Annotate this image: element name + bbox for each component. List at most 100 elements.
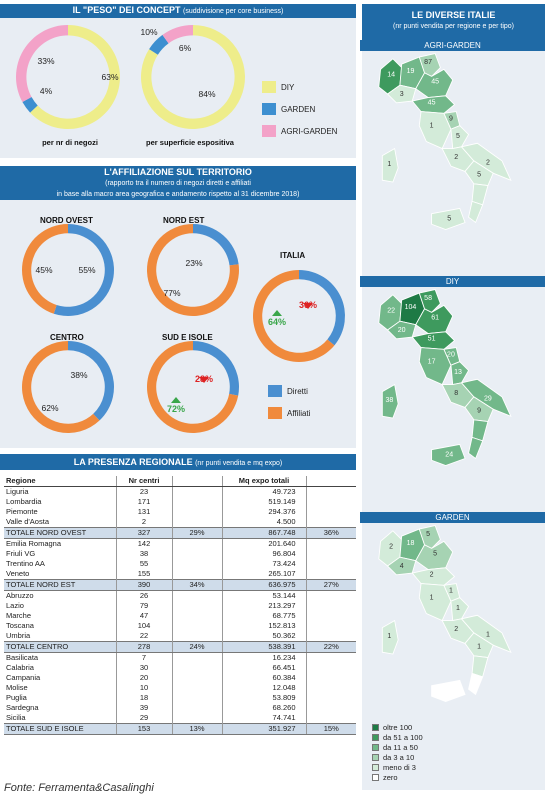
cell-centri: 142	[115, 538, 172, 549]
map-value: 4	[400, 563, 404, 570]
map-value: 8	[454, 390, 458, 397]
legend-label: Diretti	[287, 386, 308, 396]
map-value: 1	[477, 644, 481, 651]
cell-mq: 73.424	[221, 559, 306, 569]
cell-pct1	[171, 497, 222, 507]
donut-slice	[162, 25, 193, 44]
cell-centri: 22	[115, 631, 172, 642]
map-value: 20	[447, 351, 455, 358]
cell-pct1	[171, 713, 222, 724]
trend-down-icon	[199, 377, 209, 383]
donut-value-label: 77%	[163, 288, 180, 298]
legend-swatch	[262, 125, 276, 137]
map-title-garden: GARDEN	[360, 512, 545, 523]
donut-value-label: 6%	[179, 43, 192, 53]
cell-pct1	[171, 611, 222, 621]
label-nord-ovest: NORD OVEST	[40, 216, 93, 225]
donut-slice	[193, 224, 239, 266]
regional-table: Regione Nr centri Mq expo totali Liguria…	[4, 476, 356, 735]
donut-value-label: 45%	[35, 265, 52, 275]
map-value: 1	[387, 633, 391, 640]
cell-mq: 53.144	[221, 590, 306, 601]
cell-pct2	[305, 693, 356, 703]
cell-pct1	[171, 590, 222, 601]
map-title-diy: DIY	[360, 276, 545, 287]
cell-centri: 155	[115, 569, 172, 580]
table-row: Emilia Romagna 142 201.640	[4, 538, 356, 549]
map-island	[431, 443, 466, 466]
cell-pct2	[305, 569, 356, 580]
cell-centri: 390	[115, 579, 172, 591]
legend-entry: DIY	[262, 76, 337, 98]
cell-centri: 30	[115, 663, 172, 673]
map-region	[386, 556, 417, 576]
cell-pct2	[305, 507, 356, 517]
map-region	[468, 672, 484, 696]
table-total-row: TOTALE SUD E ISOLE 153 13% 351.927 15%	[4, 723, 356, 735]
cell-pct2: 15%	[305, 723, 356, 735]
donut-4: 23% 77%	[146, 224, 240, 317]
cell-regione: Umbria	[6, 631, 31, 640]
cell-regione: Sicilia	[6, 713, 26, 722]
map-value: 13	[454, 369, 462, 376]
legend-entry: GARDEN	[262, 98, 337, 120]
cell-pct2	[305, 621, 356, 631]
concept-panel-bg	[0, 18, 356, 158]
cell-centri: 10	[115, 683, 172, 693]
cell-pct1: 29%	[171, 527, 222, 539]
map-region	[415, 68, 454, 98]
map-legend-entry: da 11 a 50	[372, 742, 423, 752]
donut-caption-superficie: per superficie espositiva	[146, 138, 234, 147]
cell-pct1	[171, 703, 222, 713]
donut-slice	[252, 270, 335, 362]
map-value: 5	[477, 172, 481, 179]
maps-title: LE DIVERSE ITALIE	[411, 10, 496, 20]
cell-pct2	[305, 611, 356, 621]
cell-regione: Puglia	[6, 693, 27, 702]
donut-1: 63% 4% 33%	[15, 25, 121, 129]
map-legend-entry: zero	[372, 772, 423, 782]
cell-mq: 16.234	[221, 652, 306, 663]
maps-legend: oltre 100 da 51 a 100 da 11 a 50 da 3 a 10 m…	[372, 722, 423, 782]
maps-subtitle: (nr punti vendita per regione e per tipo…	[392, 23, 515, 30]
legend-label: AGRI-GARDEN	[281, 126, 338, 136]
table-total-row: TOTALE NORD EST 390 34% 636.975 27%	[4, 579, 356, 591]
cell-regione: Abruzzo	[6, 591, 34, 600]
donut-slice	[15, 25, 69, 103]
map-region	[415, 540, 454, 570]
map-value: 18	[407, 540, 415, 547]
label-sud-isole: SUD E ISOLE	[162, 333, 213, 342]
map-value: 2	[454, 626, 458, 633]
donut-slice	[22, 97, 38, 113]
donut-slice	[22, 224, 68, 314]
map-region	[464, 160, 494, 186]
map-value: 29	[484, 395, 492, 402]
concept-title: IL "PESO" DEI CONCEPT	[72, 5, 181, 15]
cell-pct2	[305, 559, 356, 569]
col-header-mq: Mq expo totali	[221, 476, 306, 487]
col-header-centri: Nr centri	[115, 476, 172, 487]
cell-mq: 68.260	[221, 703, 306, 713]
map-value: 1	[430, 122, 434, 129]
cell-pct1: 24%	[171, 641, 222, 653]
cell-regione: Valle d'Aosta	[6, 517, 49, 526]
presenza-title: LA PRESENZA REGIONALE	[73, 457, 193, 467]
cell-regione: Emilia Romagna	[6, 539, 62, 548]
table-total-row: TOTALE CENTRO 278 24% 538.391 22%	[4, 641, 356, 653]
cell-pct2	[305, 713, 356, 724]
map-region	[450, 125, 470, 150]
map-island	[431, 207, 466, 230]
map-legend-label: da 11 a 50	[383, 742, 418, 752]
cell-mq: 96.804	[221, 549, 306, 559]
legend-label: Affiliati	[287, 408, 311, 418]
cell-regione: TOTALE SUD E ISOLE	[4, 723, 116, 735]
legend-swatch	[262, 81, 276, 93]
map-value: 3	[400, 91, 404, 98]
cell-regione: Toscana	[6, 621, 34, 630]
table-row: Valle d'Aosta 2 4.500	[4, 517, 356, 528]
table-row: Piemonte 131 294.376	[4, 507, 356, 517]
map-region	[386, 320, 417, 340]
cell-pct1	[171, 663, 222, 673]
cell-pct1: 34%	[171, 579, 222, 591]
